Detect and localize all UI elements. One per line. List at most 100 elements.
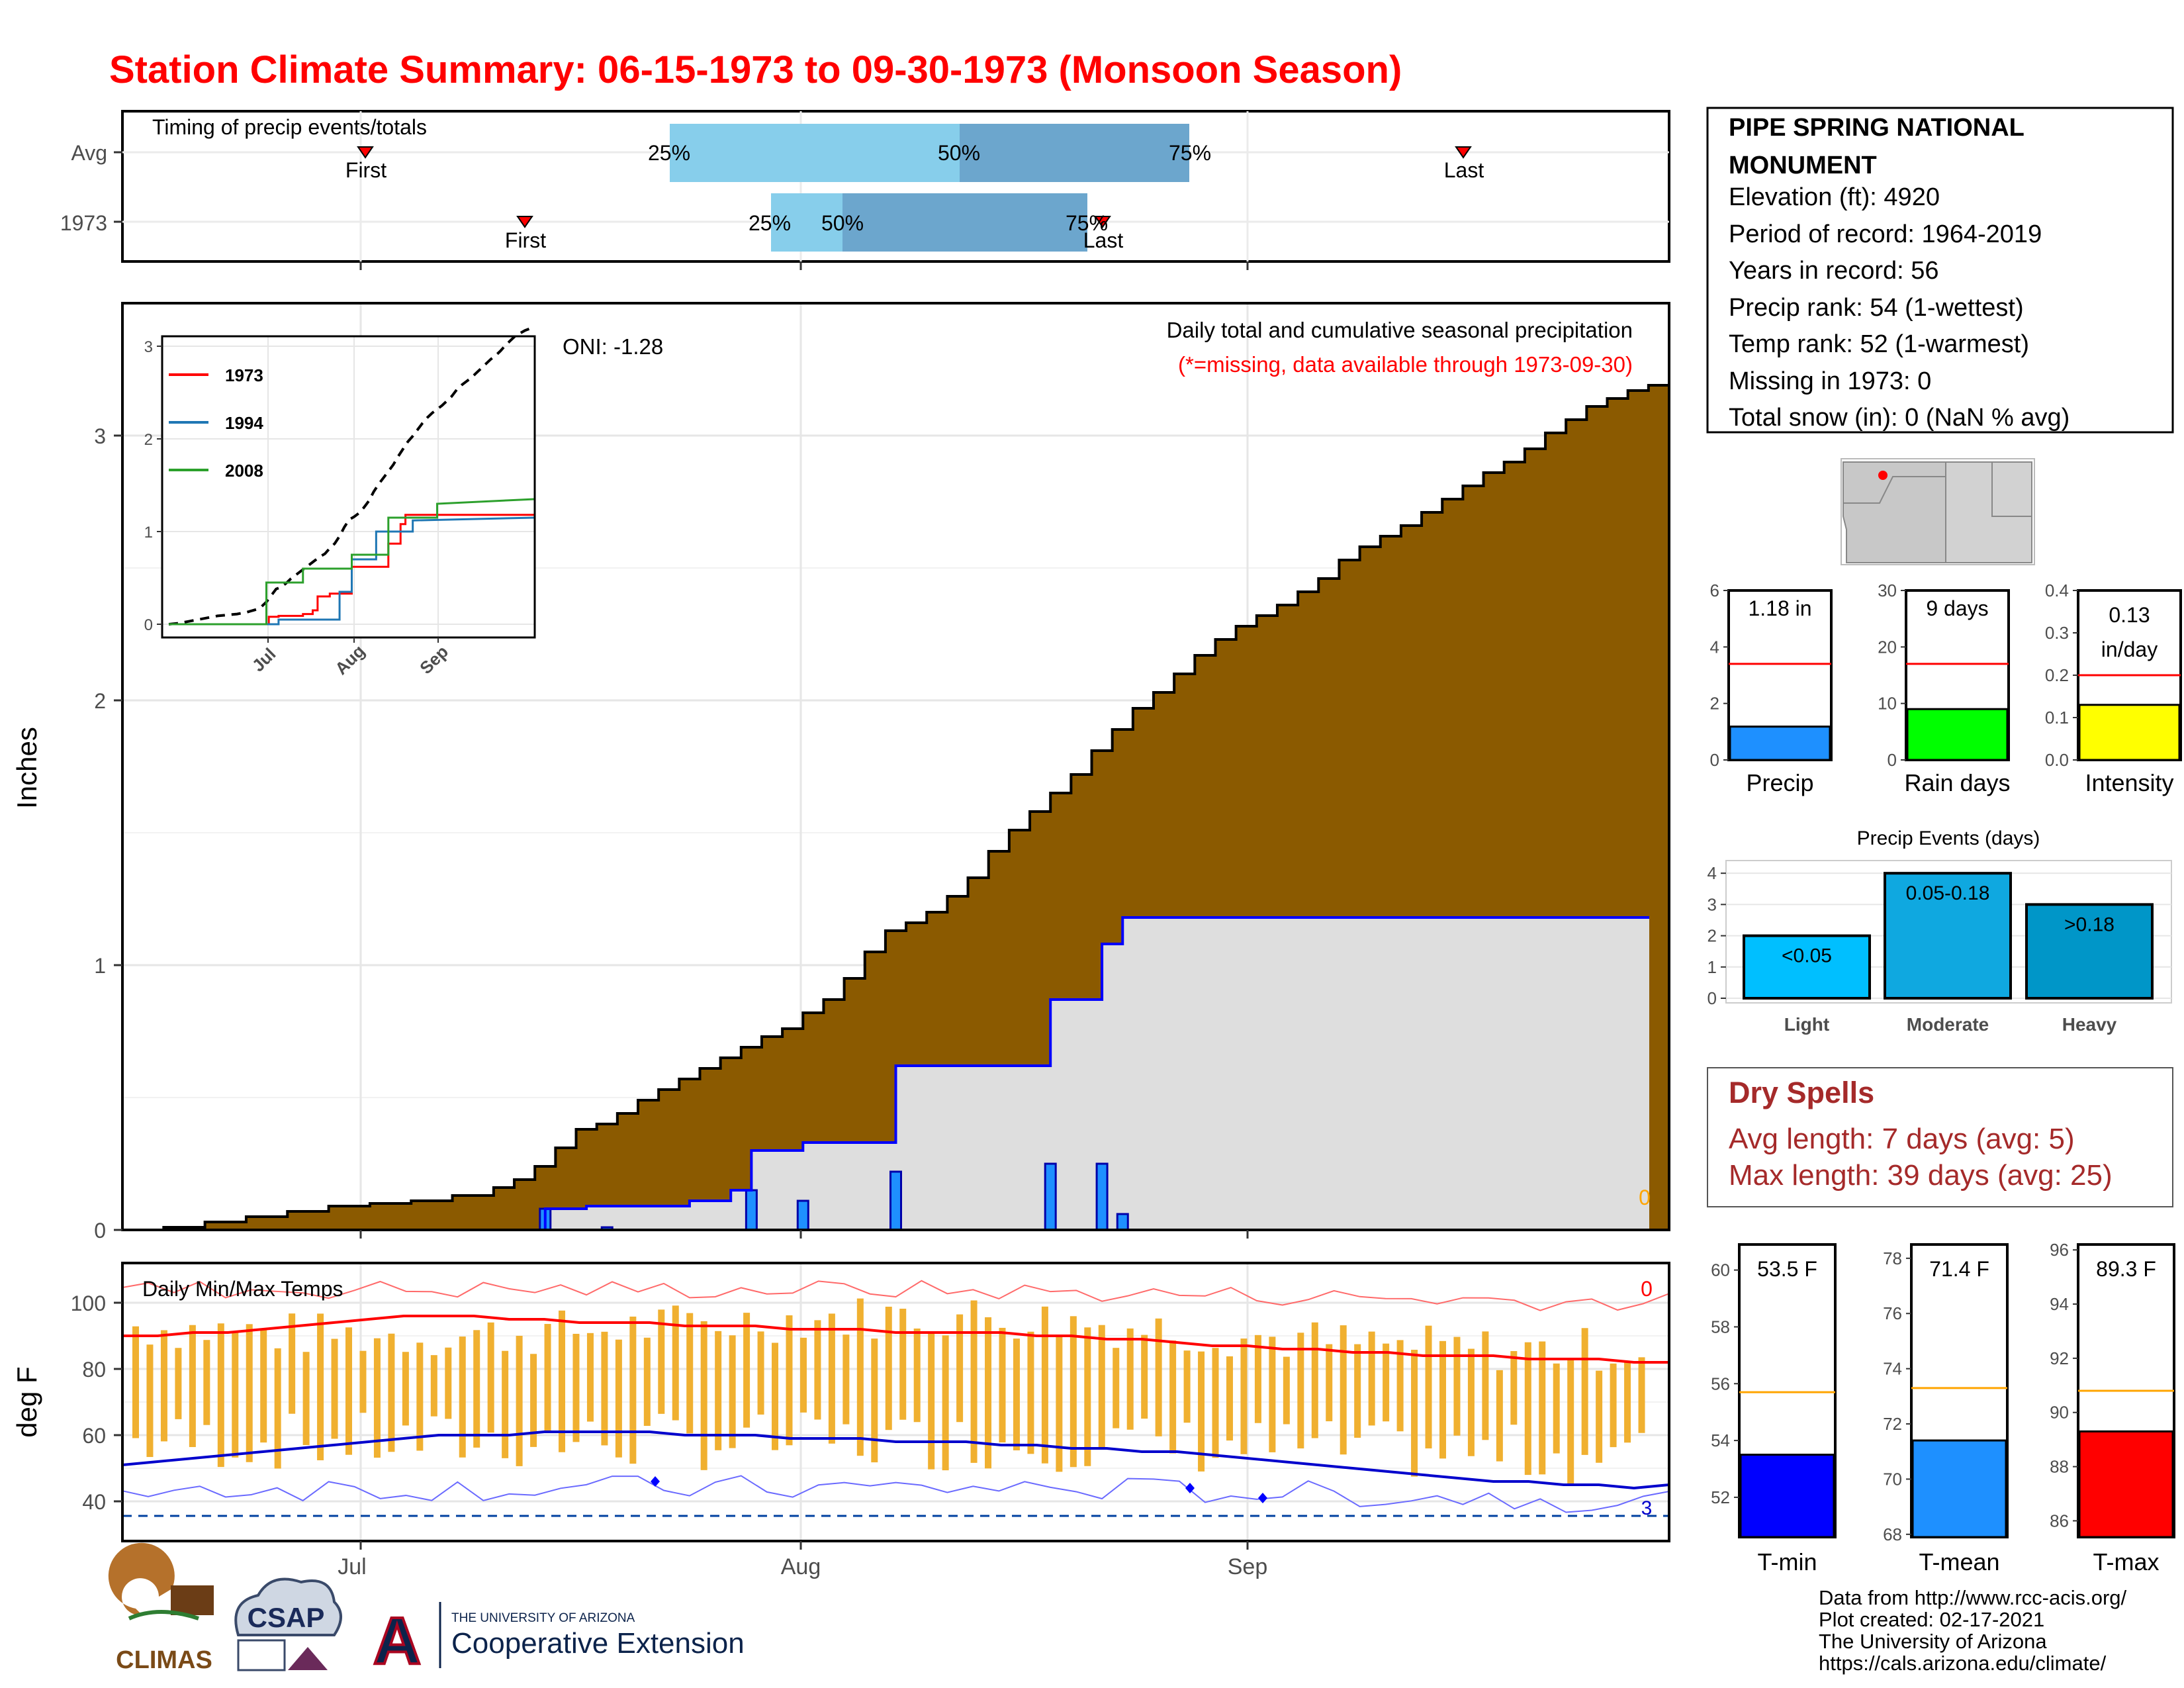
temp-missing-min: 3 [1641, 1497, 1653, 1519]
credits: Data from http://www.rcc-acis.org/ Plot … [1819, 1586, 2127, 1675]
events-y-tick-label: 4 [1707, 863, 1717, 883]
daily-temp-bar [1510, 1351, 1518, 1425]
inset-legend-1994: 1994 [225, 413, 263, 433]
daily-temp-bar [814, 1320, 821, 1420]
daily-temp-bar [1411, 1350, 1418, 1477]
daily-precip-bar [796, 1199, 809, 1231]
daily-temp-bar [729, 1335, 736, 1448]
daily-temp-bar [1069, 1316, 1077, 1468]
temp-summary-tick-label: 70 [1883, 1469, 1902, 1489]
events-y-tick-label: 3 [1707, 894, 1717, 914]
timing-panel: Timing of precip events/totals Avg 1973 … [60, 110, 1670, 270]
mini-y-tick-label: 6 [1710, 581, 1719, 600]
timing-row-label-year: 1973 [60, 211, 107, 235]
daily-temp-bar [459, 1336, 466, 1458]
avg-max-line [122, 1315, 1669, 1364]
y-tick-label: 0 [94, 1219, 106, 1243]
daily-temp-bar [373, 1338, 381, 1458]
daily-temp-bar [189, 1325, 196, 1448]
temp-summary-tick-label: 68 [1883, 1524, 1902, 1544]
event-bar [1743, 934, 1871, 1000]
daily-temp-bar [700, 1321, 707, 1470]
credit-line-4: https://cals.arizona.edu/climate/ [1819, 1652, 2107, 1675]
daily-temp-bar [502, 1350, 509, 1458]
daily-temp-bar [885, 1306, 892, 1430]
inset-legend-2008: 2008 [225, 461, 263, 481]
ua-extension: Cooperative Extension [451, 1627, 745, 1660]
daily-temp-bar [1439, 1340, 1446, 1459]
daily-temp-bar [445, 1347, 452, 1419]
temp-summary-tick-label: 56 [1711, 1374, 1730, 1393]
y-tick-label: 1 [94, 954, 106, 978]
daily-temp-bar [1340, 1325, 1347, 1455]
temp-summary-bar [1739, 1454, 1835, 1538]
missing-count: 0 [1639, 1186, 1651, 1209]
event-bar-label: <0.05 [1782, 945, 1832, 967]
events-y-tick-label: 1 [1707, 957, 1717, 977]
timing-title: Timing of precip events/totals [152, 115, 427, 139]
daily-temp-bar [430, 1355, 437, 1417]
temp-title: Daily Min/Max Temps [142, 1277, 343, 1301]
daily-temp-bar [1581, 1328, 1588, 1455]
daily-temp-bar [871, 1338, 878, 1463]
year-timing-bar-light [771, 193, 842, 252]
daily-temp-bar [686, 1313, 694, 1434]
daily-temp-bar [1056, 1336, 1063, 1472]
daily-temp-bar [899, 1308, 907, 1420]
total-bar [1729, 726, 1831, 761]
year-last-marker [1094, 216, 1111, 228]
record-min-line [122, 1475, 1670, 1513]
daily-temp-bar [1596, 1370, 1603, 1463]
daily-temp-bar [473, 1330, 480, 1448]
event-bar [1884, 872, 2012, 1000]
daily-temp-bar [1539, 1341, 1546, 1475]
daily-temp-bar [1269, 1336, 1276, 1452]
daily-precip-bar [1116, 1213, 1129, 1231]
daily-temp-bar [345, 1327, 353, 1455]
timing-row-label-avg: Avg [71, 141, 107, 165]
temp-summary-label: T-mean [1919, 1548, 1999, 1575]
daily-temp-bar [1212, 1348, 1219, 1458]
daily-temp-bar [544, 1324, 551, 1433]
daily-temp-bar [913, 1328, 921, 1423]
daily-temp-bar [842, 1335, 850, 1425]
avg-last-label: Last [1444, 158, 1484, 182]
daily-temp-bar [1297, 1333, 1304, 1449]
inset-2008-line [169, 498, 535, 626]
daily-temp-bar [203, 1340, 210, 1425]
mini-y-tick-label: 0 [1710, 750, 1719, 770]
mini-y-tick-label: 0 [1888, 750, 1897, 770]
seasonal-totals-charts: 1.18 in 0 2 4 6 Precip 9 days 0 10 20 30 Rain days 0… [1710, 581, 2182, 796]
daily-temp-bar [586, 1333, 594, 1422]
temp-summary-value: 71.4 F [1929, 1257, 1989, 1281]
climas-logo: CLIMAS [108, 1542, 214, 1674]
mini-y-tick-label: 0.4 [2045, 581, 2069, 600]
inset-legend-1973: 1973 [225, 365, 263, 385]
temp-summary-tick-label: 78 [1883, 1248, 1902, 1268]
temp-summary-bar [1911, 1439, 2007, 1538]
temp-summary-tick-label: 86 [2050, 1511, 2069, 1530]
event-category-label: Moderate [1907, 1014, 1989, 1035]
daily-temp-bar [856, 1298, 864, 1456]
daily-temp-bar [985, 1317, 992, 1469]
mini-y-tick-label: 2 [1710, 694, 1719, 714]
station-elevation: Elevation (ft): 4920 [1729, 183, 1940, 211]
daily-temp-bar [1368, 1331, 1375, 1426]
mini-y-tick-label: 0.2 [2045, 665, 2069, 685]
temp-summary-tick-label: 58 [1711, 1317, 1730, 1336]
events-title: Precip Events (days) [1857, 827, 2040, 849]
avg-last-marker [1455, 146, 1472, 159]
record-low-marker [651, 1476, 660, 1487]
daily-temp-bar [1013, 1338, 1020, 1450]
daily-temp-bar [672, 1305, 679, 1421]
temp-summary-tick-label: 54 [1711, 1430, 1730, 1450]
station-info-box: PIPE SPRING NATIONAL MONUMENT Elevation … [1706, 107, 2174, 434]
daily-temp-bar [1226, 1356, 1233, 1441]
y-tick-label: 2 [94, 689, 106, 713]
daily-precip-bar [1095, 1162, 1109, 1231]
total-value-label: 0.13 [2109, 603, 2150, 627]
daily-temp-bar [232, 1331, 239, 1458]
mini-y-tick-label: 0.0 [2045, 750, 2069, 770]
daily-temp-bar [487, 1322, 494, 1433]
temp-summary-tick-label: 74 [1883, 1359, 1902, 1379]
